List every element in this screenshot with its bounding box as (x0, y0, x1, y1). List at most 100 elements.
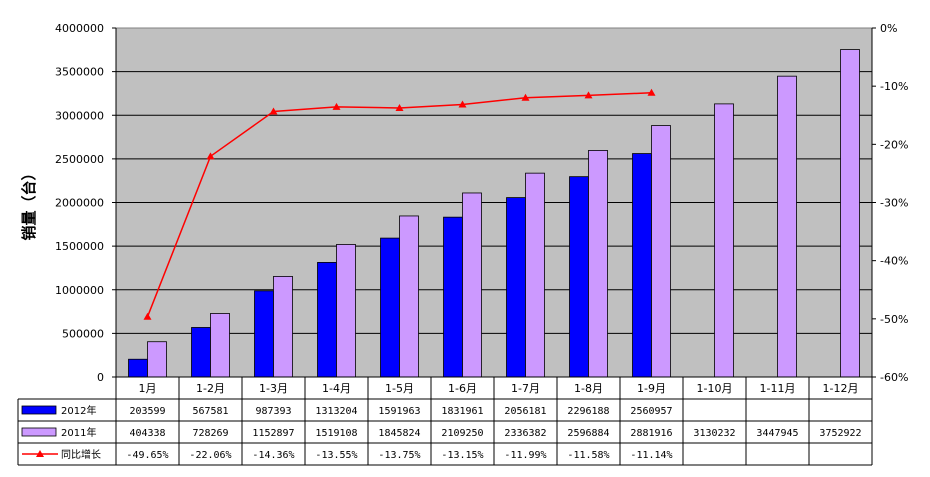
table-cell: 3130232 (693, 428, 735, 439)
bar-2011年 (840, 49, 860, 378)
x-tick-label: 1-2月 (196, 382, 225, 395)
growth-marker (332, 102, 341, 110)
y-tick-label: 2500000 (55, 153, 104, 166)
x-tick-label: 1-7月 (511, 382, 540, 395)
bar-2012年 (317, 262, 337, 378)
legend-swatch-2012年 (21, 405, 57, 415)
table-cell: 2560957 (630, 406, 672, 417)
bar-2011年 (210, 313, 230, 378)
x-tick-label: 1-9月 (637, 382, 666, 395)
growth-marker (206, 152, 215, 160)
x-tick-label: 1-6月 (448, 382, 477, 395)
y-tick-label: 500000 (62, 327, 104, 340)
table-cell: -11.14% (630, 450, 672, 461)
y-tick-label: 4000000 (55, 22, 104, 35)
x-tick-label: 1月 (139, 382, 157, 395)
legend-label: 同比增长 (61, 448, 101, 461)
table-cell: 1519108 (315, 428, 357, 439)
table-cell: -49.65% (126, 450, 168, 461)
y-tick-label: 3000000 (55, 109, 104, 122)
y2-tick-label: -50% (880, 313, 908, 326)
growth-marker (584, 91, 593, 99)
table-cell: 1591963 (378, 406, 420, 417)
y2-tick-label: 0% (880, 22, 897, 35)
table-cell: -14.36% (252, 450, 294, 461)
bar-2012年 (191, 327, 211, 378)
y-tick-label: 1000000 (55, 284, 104, 297)
table-cell: -22.06% (189, 450, 231, 461)
bar-2012年 (380, 237, 400, 378)
table-cell: -13.15% (441, 450, 483, 461)
table-cell: 1845824 (378, 428, 420, 439)
table-cell: 3447945 (756, 428, 798, 439)
x-tick-label: 1-10月 (697, 382, 733, 395)
table-cell: 1313204 (315, 406, 357, 417)
bar-2011年 (336, 244, 356, 378)
table-cell: -13.75% (378, 450, 420, 461)
growth-marker (458, 100, 467, 108)
y-axis-left: 4000000 3500000 3000000 2500000 2000000 15000… (55, 22, 117, 384)
table-cell: -11.58% (567, 450, 609, 461)
bar-2011年 (462, 192, 482, 378)
y-tick-label: 0 (97, 371, 104, 384)
legend-swatch-marker (36, 450, 44, 457)
table-cell: 2109250 (441, 428, 483, 439)
bar-2012年 (632, 153, 652, 378)
x-tick-label: 1-3月 (259, 382, 288, 395)
table-cell: 2596884 (567, 428, 609, 439)
y-axis-title: 销量（台） (20, 165, 38, 240)
grid-lines (116, 71, 872, 334)
growth-marker (395, 103, 404, 111)
table-cell: 567581 (192, 406, 228, 417)
x-tick-label: 1-8月 (574, 382, 603, 395)
legend-label: 2012年 (61, 404, 96, 417)
x-tick-label: 1-5月 (385, 382, 414, 395)
x-tick-label: 1-4月 (322, 382, 351, 395)
bar-2011年 (714, 103, 734, 378)
table-cell: 2056181 (504, 406, 546, 417)
y-tick-label: 1500000 (55, 240, 104, 253)
growth-marker (269, 107, 278, 115)
growth-marker (647, 88, 656, 96)
table-cell: 404338 (129, 428, 165, 439)
x-tick-label: 1-12月 (823, 382, 859, 395)
bar-2011年 (651, 125, 671, 378)
growth-marker (143, 312, 152, 320)
bar-2011年 (399, 215, 419, 378)
y-tick-label: 3500000 (55, 66, 104, 79)
x-tick-label: 1-11月 (760, 382, 796, 395)
table-cell: -13.55% (315, 450, 357, 461)
y2-tick-label: -20% (880, 138, 908, 151)
table-cell: 203599 (129, 406, 165, 417)
legend-swatch-2011年 (21, 427, 57, 437)
bar-series (128, 49, 860, 378)
table-cell: 1831961 (441, 406, 483, 417)
growth-marker (521, 93, 530, 101)
table-cell: 1152897 (252, 428, 294, 439)
growth-line-series (143, 88, 656, 320)
table-cell: 3752922 (819, 428, 861, 439)
table-cell: 987393 (255, 406, 291, 417)
legend-label: 2011年 (61, 426, 96, 439)
y2-tick-label: -60% (880, 371, 908, 384)
y-axis-right: 0% -10% -20% -30% -40% -50% -60% (871, 22, 908, 384)
bar-2012年 (506, 197, 526, 378)
y2-tick-label: -10% (880, 80, 908, 93)
bar-2011年 (777, 75, 797, 378)
bar-2012年 (443, 216, 463, 378)
y2-tick-label: -40% (880, 255, 908, 268)
data-table: 1月 1-2月 1-3月 1-4月 1-5月 1-6月 1-7月 1-8月 1-9月 1-10月 1… (17, 376, 873, 466)
bar-2012年 (254, 290, 274, 378)
table-cell: 2296188 (567, 406, 609, 417)
bar-2011年 (147, 341, 167, 378)
y2-tick-label: -30% (880, 197, 908, 210)
bar-2011年 (273, 276, 293, 378)
bar-2011年 (525, 172, 545, 378)
table-cell: 2336382 (504, 428, 546, 439)
table-cell: 2881916 (630, 428, 672, 439)
bar-2012年 (128, 358, 148, 378)
table-cell: -11.99% (504, 450, 546, 461)
bar-2011年 (588, 150, 608, 378)
y-tick-label: 2000000 (55, 197, 104, 210)
